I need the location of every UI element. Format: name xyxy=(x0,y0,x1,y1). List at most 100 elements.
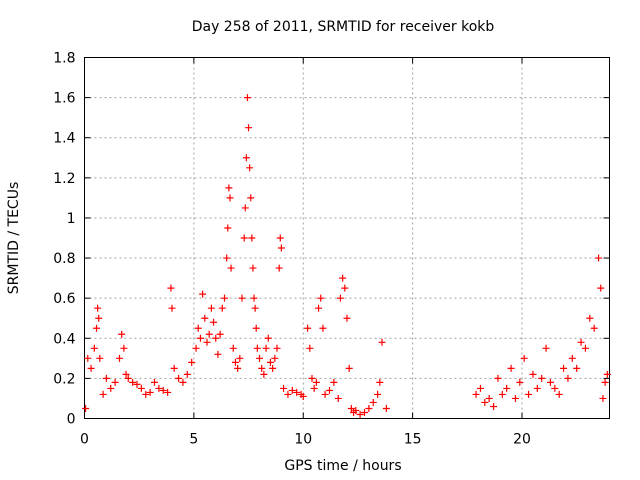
data-point xyxy=(96,354,104,362)
data-point xyxy=(275,264,283,272)
data-point xyxy=(336,294,344,302)
data-point xyxy=(472,390,480,398)
data-point xyxy=(241,204,249,212)
data-point xyxy=(560,364,568,372)
data-point xyxy=(194,324,202,332)
data-point xyxy=(312,378,320,386)
y-tick-label: 1.8 xyxy=(53,51,75,67)
data-point xyxy=(378,338,386,346)
data-point xyxy=(84,354,92,362)
data-point xyxy=(277,244,285,252)
y-tick-label: 1.4 xyxy=(53,131,75,147)
data-point xyxy=(476,384,484,392)
data-point xyxy=(481,398,489,406)
data-point xyxy=(538,374,546,382)
data-point xyxy=(252,324,260,332)
data-point xyxy=(280,384,288,392)
data-point xyxy=(87,364,95,372)
data-point xyxy=(94,304,102,312)
data-points xyxy=(82,94,611,418)
y-tick-label: 0.2 xyxy=(53,371,75,387)
data-point xyxy=(503,384,511,392)
data-point xyxy=(347,404,355,412)
data-point xyxy=(122,370,130,378)
data-point xyxy=(120,344,128,352)
data-point xyxy=(192,344,200,352)
y-tick-label: 1.6 xyxy=(53,91,75,107)
data-point xyxy=(251,304,259,312)
y-tick-label: 0.6 xyxy=(53,291,75,307)
data-point xyxy=(99,390,107,398)
data-point xyxy=(250,294,258,302)
x-tick-labels: 0 5 10 15 20 xyxy=(80,432,531,448)
data-point xyxy=(498,390,506,398)
data-point xyxy=(326,386,333,394)
data-point xyxy=(225,184,233,192)
data-point xyxy=(155,384,163,392)
data-point xyxy=(365,404,373,412)
data-point xyxy=(269,364,277,372)
data-point xyxy=(260,370,268,378)
data-point xyxy=(205,330,213,338)
data-point xyxy=(170,364,178,372)
data-point xyxy=(258,364,266,372)
y-axis-label: SRMTID / TECUs xyxy=(6,182,22,295)
data-point xyxy=(345,364,353,372)
data-point xyxy=(361,408,368,416)
data-point xyxy=(533,384,541,392)
data-point xyxy=(315,304,323,312)
data-point xyxy=(529,370,537,378)
data-point xyxy=(212,334,220,342)
data-point xyxy=(242,154,250,162)
data-point xyxy=(284,390,292,398)
data-point xyxy=(555,390,563,398)
data-point xyxy=(245,124,253,132)
data-point xyxy=(216,330,224,338)
y-tick-labels: 0 0.2 0.4 0.6 0.8 1 1.2 1.4 1.6 1.8 xyxy=(53,51,75,428)
data-point xyxy=(168,304,176,312)
data-point xyxy=(382,404,390,412)
data-point xyxy=(201,314,209,322)
data-point xyxy=(249,264,257,272)
data-point xyxy=(304,324,312,332)
data-point xyxy=(248,234,256,242)
data-point xyxy=(525,390,533,398)
data-point xyxy=(511,394,519,402)
data-point xyxy=(494,374,502,382)
data-point xyxy=(229,344,237,352)
data-point xyxy=(90,344,98,352)
data-point xyxy=(124,374,132,382)
data-point xyxy=(137,384,145,392)
data-point xyxy=(107,384,115,392)
data-point xyxy=(276,234,284,242)
x-tick-label: 5 xyxy=(189,432,198,448)
data-point xyxy=(210,318,218,326)
data-point xyxy=(183,370,191,378)
data-point xyxy=(599,394,607,402)
data-point xyxy=(266,358,274,366)
data-point xyxy=(264,334,272,342)
data-point xyxy=(603,370,611,378)
axis-ticks xyxy=(84,57,610,419)
data-point xyxy=(573,364,581,372)
data-point xyxy=(293,388,301,396)
data-point xyxy=(247,194,255,202)
data-point xyxy=(262,344,270,352)
data-point xyxy=(129,378,137,386)
data-point xyxy=(546,378,554,386)
data-point xyxy=(485,394,493,402)
data-point xyxy=(234,364,242,372)
data-point xyxy=(111,378,119,386)
y-tick-label: 1 xyxy=(67,211,76,227)
chart-title: Day 258 of 2011, SRMTID for receiver kok… xyxy=(192,19,495,35)
data-point xyxy=(595,254,603,262)
data-point xyxy=(577,338,585,346)
x-axis-label: GPS time / hours xyxy=(284,458,401,474)
data-point xyxy=(146,388,154,396)
data-point xyxy=(199,290,207,298)
y-tick-label: 1.2 xyxy=(53,171,75,187)
plot-frame xyxy=(84,57,610,419)
data-point xyxy=(343,314,351,322)
data-point xyxy=(369,398,377,406)
